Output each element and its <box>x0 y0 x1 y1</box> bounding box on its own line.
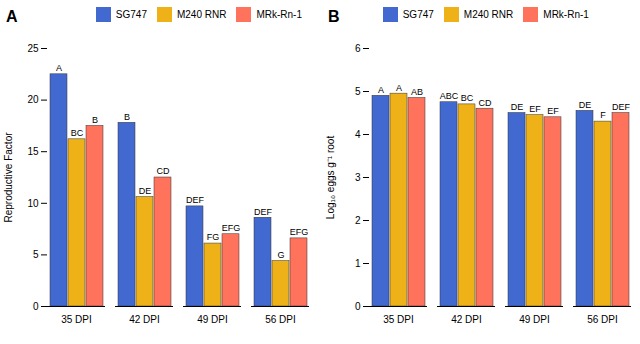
svg-text:3: 3 <box>355 172 361 183</box>
svg-text:Log₁₀ eggs g⁻¹ root: Log₁₀ eggs g⁻¹ root <box>325 136 336 220</box>
svg-text:FG: FG <box>207 232 220 242</box>
svg-text:0: 0 <box>355 301 361 312</box>
svg-text:1: 1 <box>355 258 361 269</box>
svg-text:6: 6 <box>355 43 361 54</box>
svg-text:2: 2 <box>355 215 361 226</box>
svg-text:DE: DE <box>579 100 592 110</box>
svg-text:35 DPI: 35 DPI <box>61 314 92 325</box>
svg-text:B: B <box>92 115 98 125</box>
svg-text:DEF: DEF <box>254 207 273 217</box>
svg-text:10: 10 <box>27 198 39 209</box>
html-text:MRk-Rn-1: MRk-Rn-1 <box>543 9 589 20</box>
html-text:B: B <box>328 8 340 25</box>
svg-text:49 DPI: 49 DPI <box>197 314 228 325</box>
svg-text:G: G <box>277 250 284 260</box>
svg-text:ABC: ABC <box>440 91 459 101</box>
svg-text:15: 15 <box>27 146 39 157</box>
svg-text:DE: DE <box>511 102 524 112</box>
html-text:A: A <box>6 8 18 25</box>
html-text:M240 RNR: M240 RNR <box>177 9 227 20</box>
svg-text:35 DPI: 35 DPI <box>383 314 414 325</box>
html-text:M240 RNR: M240 RNR <box>463 9 514 20</box>
svg-text:EF: EF <box>529 104 541 114</box>
svg-text:42 DPI: 42 DPI <box>451 314 482 325</box>
svg-text:AB: AB <box>411 87 423 97</box>
svg-text:20: 20 <box>27 94 39 105</box>
svg-text:5: 5 <box>355 86 361 97</box>
html-text:MRk-Rn-1: MRk-Rn-1 <box>256 9 302 20</box>
svg-text:CD: CD <box>157 166 170 176</box>
html-text:SG747: SG747 <box>402 9 434 20</box>
svg-text:EFG: EFG <box>222 223 241 233</box>
svg-text:Reproductive Factor: Reproductive Factor <box>3 132 14 223</box>
svg-text:A: A <box>396 83 402 93</box>
svg-text:56 DPI: 56 DPI <box>587 314 618 325</box>
svg-text:4: 4 <box>355 129 361 140</box>
svg-text:BC: BC <box>71 128 84 138</box>
svg-text:5: 5 <box>33 249 39 260</box>
svg-text:F: F <box>600 110 606 120</box>
svg-text:49 DPI: 49 DPI <box>519 314 550 325</box>
svg-text:DE: DE <box>139 186 152 196</box>
svg-text:42 DPI: 42 DPI <box>129 314 160 325</box>
svg-text:BC: BC <box>461 93 474 103</box>
svg-text:A: A <box>378 85 384 95</box>
svg-text:56 DPI: 56 DPI <box>265 314 296 325</box>
svg-text:DEF: DEF <box>186 195 205 205</box>
svg-text:A: A <box>56 63 62 73</box>
svg-text:DEF: DEF <box>612 102 631 112</box>
svg-text:EF: EF <box>547 106 559 116</box>
html-text:SG747: SG747 <box>115 9 147 20</box>
svg-text:25: 25 <box>27 43 39 54</box>
svg-text:EFG: EFG <box>290 227 309 237</box>
svg-text:B: B <box>124 112 130 122</box>
svg-text:CD: CD <box>479 98 492 108</box>
svg-text:0: 0 <box>33 301 39 312</box>
